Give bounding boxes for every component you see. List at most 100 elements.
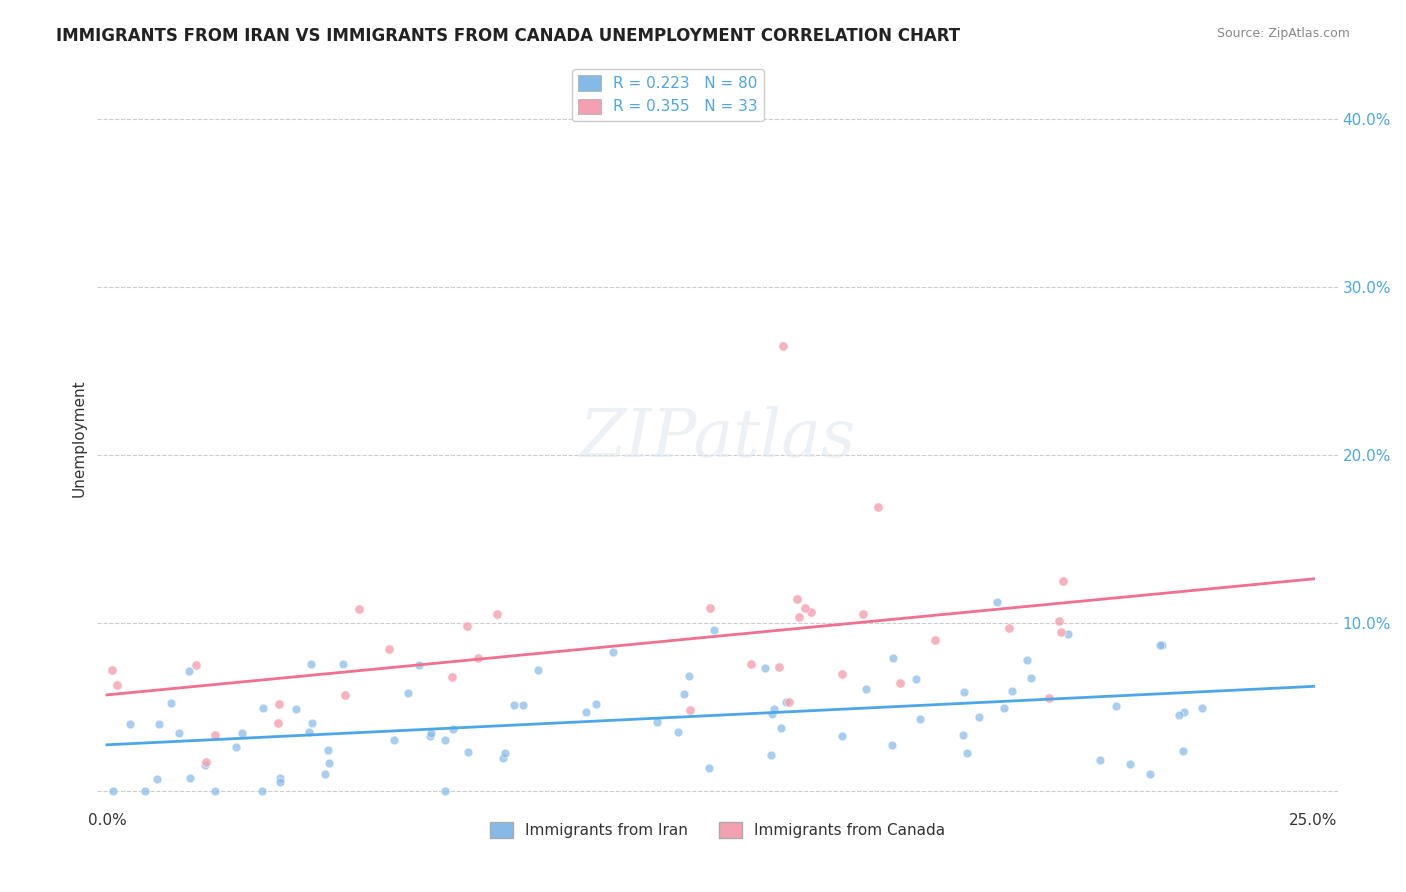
Point — [492, 751, 515, 765]
Point — [666, 725, 689, 739]
Point — [231, 726, 253, 740]
Point — [382, 733, 405, 747]
Point — [1015, 653, 1038, 667]
Point — [314, 767, 336, 781]
Point — [347, 602, 370, 616]
Point — [298, 724, 321, 739]
Point — [740, 657, 762, 671]
Point — [787, 609, 810, 624]
Point — [1167, 707, 1189, 722]
Point — [1090, 753, 1112, 767]
Point — [377, 642, 399, 657]
Point — [434, 732, 457, 747]
Point — [678, 669, 700, 683]
Point — [299, 657, 322, 672]
Point — [420, 726, 443, 740]
Point — [179, 771, 201, 785]
Point — [486, 607, 509, 621]
Point — [997, 621, 1019, 635]
Point — [179, 664, 201, 678]
Point — [786, 592, 808, 607]
Point — [467, 651, 489, 665]
Point — [195, 755, 218, 769]
Point — [763, 702, 786, 716]
Point — [772, 339, 794, 353]
Point — [831, 729, 853, 743]
Point — [1173, 705, 1195, 719]
Point — [204, 784, 226, 798]
Point — [186, 658, 208, 673]
Point — [148, 717, 170, 731]
Point — [575, 705, 598, 719]
Point — [1152, 638, 1174, 652]
Point — [1149, 638, 1171, 652]
Point — [433, 784, 456, 798]
Point — [267, 697, 290, 711]
Point — [768, 659, 790, 673]
Point — [882, 650, 904, 665]
Point — [1052, 574, 1074, 588]
Point — [1038, 690, 1060, 705]
Point — [673, 687, 696, 701]
Point — [908, 712, 931, 726]
Point — [585, 698, 607, 712]
Point — [269, 774, 291, 789]
Point — [699, 600, 721, 615]
Text: Source: ZipAtlas.com: Source: ZipAtlas.com — [1216, 27, 1350, 40]
Point — [101, 664, 124, 678]
Point — [852, 607, 875, 621]
Point — [396, 686, 419, 700]
Point — [866, 500, 889, 514]
Point — [831, 667, 853, 681]
Point — [1001, 683, 1024, 698]
Point — [1105, 698, 1128, 713]
Point — [986, 595, 1008, 609]
Point — [457, 745, 479, 759]
Point — [754, 661, 776, 675]
Point — [602, 645, 624, 659]
Point — [956, 746, 979, 760]
Point — [285, 702, 308, 716]
Point — [105, 678, 128, 692]
Point — [527, 663, 550, 677]
Text: IMMIGRANTS FROM IRAN VS IMMIGRANTS FROM CANADA UNEMPLOYMENT CORRELATION CHART: IMMIGRANTS FROM IRAN VS IMMIGRANTS FROM … — [56, 27, 960, 45]
Point — [905, 672, 928, 686]
Point — [1057, 627, 1080, 641]
Point — [441, 723, 464, 737]
Point — [318, 756, 340, 770]
Text: ZIPatlas: ZIPatlas — [579, 406, 856, 471]
Point — [250, 784, 273, 798]
Point — [952, 728, 974, 742]
Point — [761, 706, 783, 721]
Point — [441, 669, 464, 683]
Point — [267, 716, 290, 731]
Point — [699, 761, 721, 775]
Y-axis label: Unemployment: Unemployment — [72, 379, 86, 497]
Point — [146, 772, 169, 787]
Point — [269, 771, 291, 785]
Point — [1173, 744, 1195, 758]
Point — [770, 721, 793, 735]
Point — [167, 725, 190, 739]
Point — [759, 748, 782, 763]
Point — [333, 688, 356, 702]
Point — [703, 623, 725, 637]
Point — [775, 694, 797, 708]
Point — [645, 714, 668, 729]
Point — [800, 605, 823, 619]
Point — [924, 633, 946, 648]
Point — [494, 746, 516, 760]
Point — [301, 715, 323, 730]
Point — [456, 618, 478, 632]
Point — [204, 729, 226, 743]
Point — [855, 681, 877, 696]
Point — [778, 695, 800, 709]
Point — [1050, 625, 1073, 640]
Point — [880, 738, 903, 752]
Point — [1191, 700, 1213, 714]
Point — [316, 743, 339, 757]
Point — [512, 698, 534, 712]
Point — [101, 784, 124, 798]
Point — [408, 658, 430, 673]
Point — [993, 701, 1015, 715]
